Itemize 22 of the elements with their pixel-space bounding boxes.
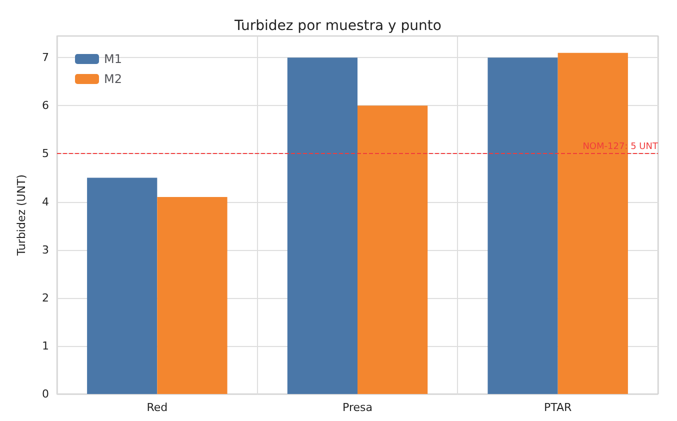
bar [87,178,158,394]
bar [558,52,628,394]
y-tick-label: 3 [42,243,49,256]
bar [488,58,558,394]
y-tick-label: 5 [42,147,49,160]
chart-title: Turbidez por muestra y punto [234,18,442,34]
legend-label: M1 [104,52,122,66]
x-tick-label: Presa [342,401,372,414]
bar [287,58,358,394]
bar [358,106,428,394]
y-tick-label: 6 [42,99,49,112]
x-tick-label: Red [146,401,168,414]
y-tick-label: 2 [42,291,49,304]
x-tick-label: PTAR [544,401,572,414]
y-tick-label: 1 [42,339,49,352]
y-tick-label: 7 [42,51,49,64]
ref-line-label: NOM-127: 5 UNT [582,142,658,152]
y-axis-title: Turbidez (UNT) [15,174,28,257]
y-tick-label: 0 [42,388,49,400]
legend-label: M2 [104,72,122,86]
bar [157,196,228,394]
y-tick-label: 4 [42,195,49,208]
